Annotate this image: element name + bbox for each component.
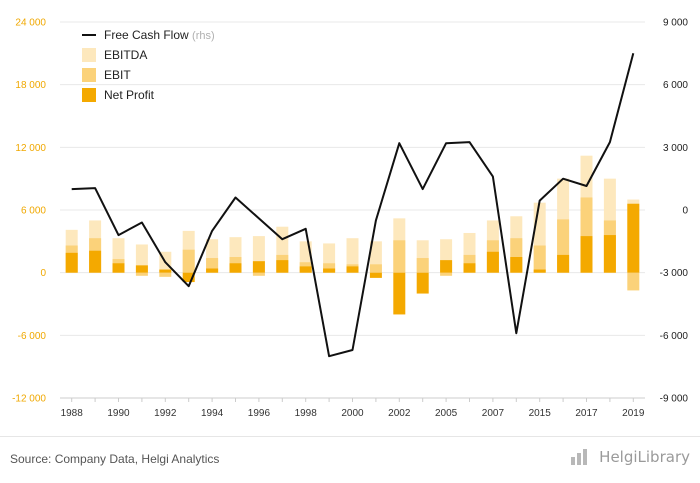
x-tick-label: 2000 [341, 408, 364, 419]
bar-net-profit [416, 272, 429, 294]
y-right-tick-label: -9 000 [660, 394, 689, 405]
bar-net-profit [276, 260, 289, 273]
line-series [71, 53, 635, 358]
x-tick-label: 1990 [107, 408, 130, 419]
x-tick-label: 2005 [435, 408, 458, 419]
y-right-tick-label: 3 000 [663, 143, 688, 154]
bar-ebitda [346, 238, 359, 273]
bar-net-profit [89, 250, 102, 273]
line-free-cash-flow [71, 53, 635, 358]
legend-suffix: (rhs) [192, 30, 215, 42]
y-right-tick-label: 0 [682, 206, 688, 217]
y-left-tick-label: 24 000 [15, 18, 46, 29]
footer-divider [0, 436, 700, 437]
legend-swatch [82, 68, 96, 82]
legend-label: EBITDA [104, 48, 147, 62]
bar-ebit [323, 263, 336, 273]
legend-swatch [82, 48, 96, 62]
y-left-tick-label: 12 000 [15, 143, 46, 154]
bar-net-profit [299, 266, 312, 273]
brand-bars-icon [571, 449, 593, 465]
bar-ebit [440, 272, 453, 276]
y-left-tick-label: 18 000 [15, 80, 46, 91]
bar-net-profit [159, 269, 172, 273]
x-tick-label: 1988 [61, 408, 84, 419]
bar-net-profit [112, 263, 125, 273]
bar-net-profit [229, 263, 242, 273]
bar-net-profit [346, 266, 359, 273]
bar-series [65, 155, 640, 315]
y-right-tick-label: 9 000 [663, 18, 688, 29]
x-tick-label: 1996 [248, 408, 271, 419]
x-tick-label: 2017 [575, 408, 598, 419]
y-right-tick-label: -6 000 [660, 331, 689, 342]
legend-label: EBIT [104, 68, 131, 82]
legend-label: Net Profit [104, 88, 155, 102]
bar-net-profit [440, 260, 453, 273]
bar-net-profit [486, 251, 499, 273]
bar-ebit [533, 245, 546, 273]
bar-ebit [135, 272, 148, 276]
bar-ebit [252, 272, 265, 276]
bar-net-profit [463, 263, 476, 273]
legend-label: Free Cash Flow (rhs) [104, 28, 215, 42]
bar-net-profit [557, 254, 570, 273]
bar-ebit [393, 240, 406, 273]
bar-net-profit [627, 203, 640, 273]
y-right-tick-label: -3 000 [660, 268, 689, 279]
y-left-tick-label: 0 [40, 268, 46, 279]
y-left-tick-label: -6 000 [18, 331, 47, 342]
bar-net-profit [369, 272, 382, 278]
x-tick-label: 1998 [295, 408, 318, 419]
axes: 24 000 18 000 12 000 6 000 0 -6 000 -12 000 9 0… [12, 18, 688, 420]
x-tick-label: 1992 [154, 408, 177, 419]
brand-logo: HelgiLibrary [571, 448, 690, 466]
x-tick-label: 2015 [529, 408, 552, 419]
bar-net-profit [580, 236, 593, 273]
x-tick-label: 2007 [482, 408, 505, 419]
bar-ebit [627, 272, 640, 291]
brand-name: HelgiLibrary [599, 448, 690, 466]
bar-ebit [369, 264, 382, 273]
bar-net-profit [323, 268, 336, 273]
y-left-tick-label: 6 000 [21, 206, 46, 217]
y-left-tick-label: -12 000 [12, 394, 46, 405]
legend-swatch [82, 88, 96, 102]
bar-net-profit [65, 252, 78, 273]
bar-net-profit [206, 268, 219, 273]
bar-ebit [182, 249, 195, 273]
bar-ebit [159, 272, 172, 277]
bar-net-profit [533, 269, 546, 273]
x-tick-label: 2019 [622, 408, 645, 419]
x-tick-label: 1994 [201, 408, 224, 419]
bar-net-profit [135, 265, 148, 273]
y-right-tick-label: 6 000 [663, 80, 688, 91]
legend: Free Cash Flow (rhs) EBITDA EBIT Net Profit [82, 28, 215, 102]
bar-net-profit [393, 272, 406, 315]
source-text: Source: Company Data, Helgi Analytics [10, 452, 220, 466]
bar-net-profit [252, 261, 265, 273]
bar-net-profit [603, 235, 616, 273]
bar-net-profit [510, 257, 523, 273]
bar-ebit [416, 258, 429, 273]
bar-net-profit [182, 272, 195, 283]
x-tick-label: 2002 [388, 408, 411, 419]
